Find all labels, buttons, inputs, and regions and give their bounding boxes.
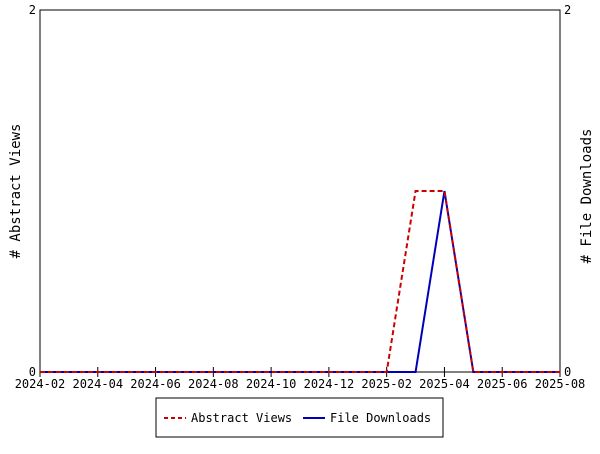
legend-label-file-downloads: File Downloads [330, 411, 431, 425]
x-tick-label: 2024-10 [246, 377, 297, 391]
x-tick-label: 2024-12 [304, 377, 355, 391]
x-tick-label: 2024-04 [72, 377, 123, 391]
y-tick-label-left: 0 [29, 365, 36, 379]
x-tick-label: 2025-04 [419, 377, 470, 391]
legend: Abstract Views File Downloads [155, 397, 444, 438]
y-axis-label-right: # File Downloads [579, 129, 595, 264]
x-tick-label: 2025-02 [361, 377, 412, 391]
series-line-abstract-views [40, 190, 560, 373]
plot-frame [39, 9, 561, 373]
x-tick-label: 2024-08 [188, 377, 239, 391]
y-axis-label-left: # Abstract Views [8, 124, 24, 259]
y-tick-label-right: 2 [564, 3, 571, 17]
y-tick-label-left: 2 [29, 3, 36, 17]
x-tick-label: 2024-02 [15, 377, 66, 391]
x-tick-label: 2024-06 [130, 377, 181, 391]
x-tick-label: 2025-08 [535, 377, 586, 391]
x-tick-label: 2025-06 [477, 377, 528, 391]
legend-label-abstract-views: Abstract Views [191, 411, 292, 425]
series-line-file-downloads [40, 190, 560, 373]
y-tick-label-right: 0 [564, 365, 571, 379]
